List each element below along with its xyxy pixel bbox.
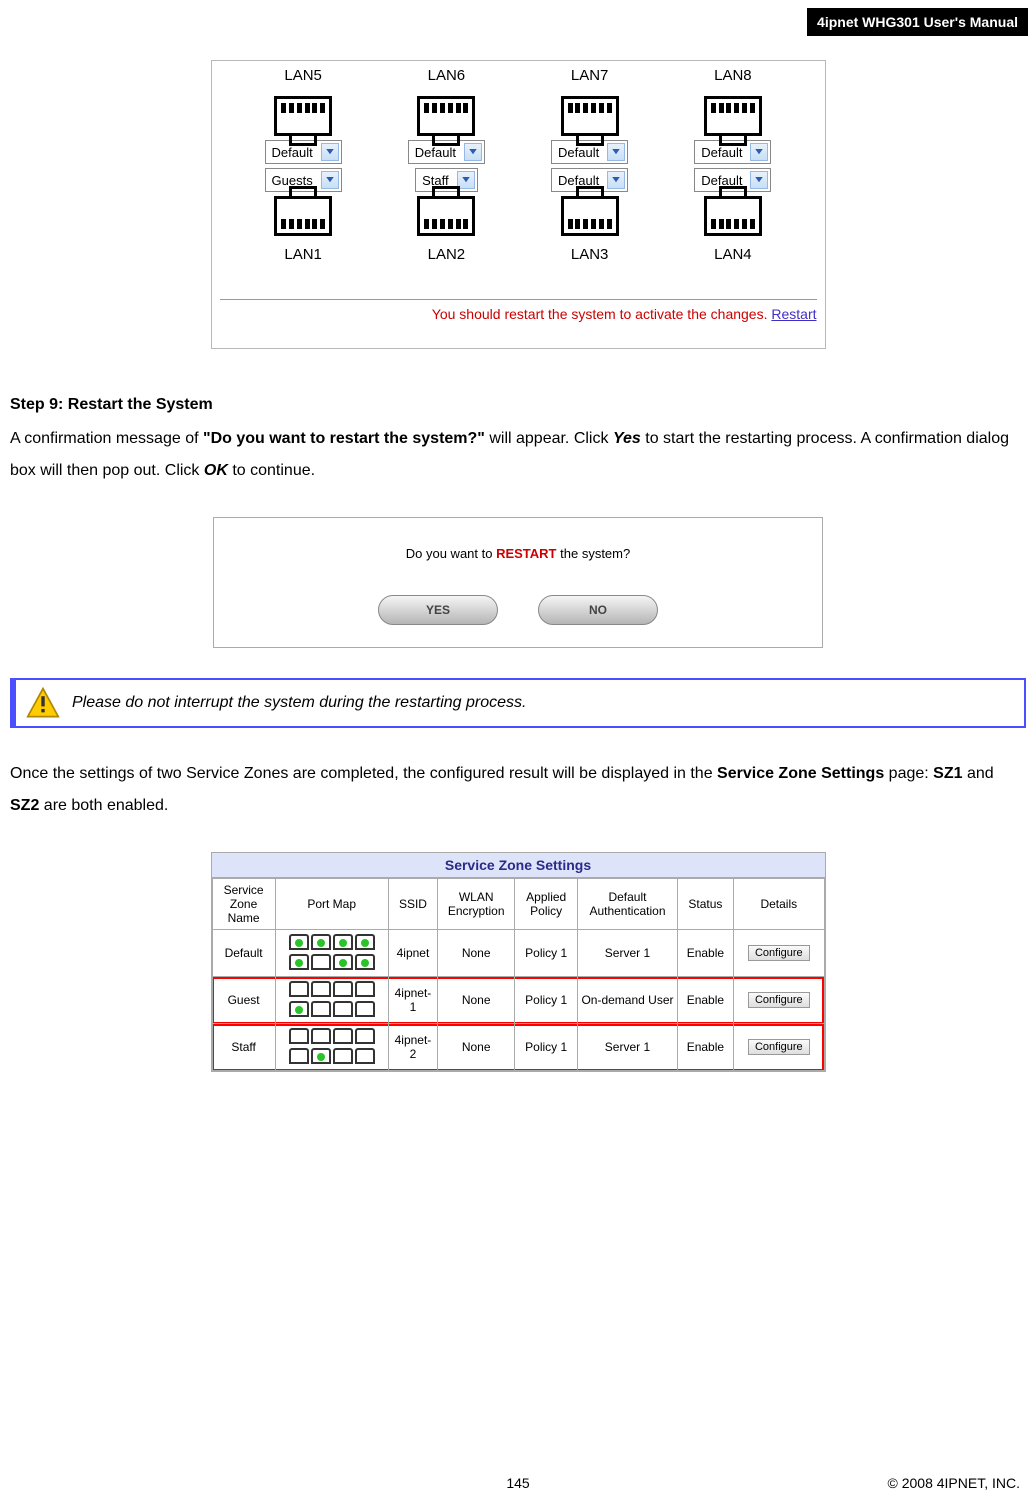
doc-header: 4ipnet WHG301 User's Manual (807, 8, 1028, 36)
lan-port-cell: Default (243, 92, 363, 164)
sz-column-header: Service Zone Name (212, 879, 275, 930)
chevron-down-icon (321, 143, 339, 161)
lan-port-select-value: Default (415, 145, 456, 160)
sz-name: Guest (212, 977, 275, 1024)
sz-details: Configure (734, 1024, 824, 1071)
sz-policy: Policy 1 (515, 977, 578, 1024)
sz-encryption: None (438, 1024, 515, 1071)
restart-notice: You should restart the system to activat… (220, 299, 817, 328)
restart-link[interactable]: Restart (771, 306, 816, 322)
lan-port-cell: Default (673, 168, 793, 240)
chevron-down-icon (464, 143, 482, 161)
lan-port-select-value: Default (272, 145, 313, 160)
lan-port-select-value: Default (701, 145, 742, 160)
sz-column-header: Default Authentication (578, 879, 677, 930)
table-row: Guest 4ipnet-1NonePolicy 1On-demand UserE… (212, 977, 824, 1024)
warning-icon (26, 686, 60, 720)
table-row: Default 4ipnetNonePolicy 1Server 1Enable C… (212, 930, 824, 977)
chevron-down-icon (321, 171, 339, 189)
port-map-icon (279, 934, 385, 972)
rj45-port-icon (417, 196, 475, 236)
lan-label: LAN7 (540, 67, 640, 84)
sz-column-header: Details (734, 879, 824, 930)
rj45-port-icon (561, 196, 619, 236)
sz-details: Configure (734, 930, 824, 977)
sz-encryption: None (438, 977, 515, 1024)
chevron-down-icon (607, 171, 625, 189)
yes-button[interactable]: YES (378, 595, 498, 625)
lan-label: LAN5 (253, 67, 353, 84)
sz-policy: Policy 1 (515, 1024, 578, 1071)
sz-portmap (275, 930, 388, 977)
rj45-port-icon (274, 196, 332, 236)
sz-name: Default (212, 930, 275, 977)
configure-button[interactable]: Configure (748, 992, 810, 1008)
warning-box: Please do not interrupt the system durin… (10, 678, 1026, 728)
rj45-port-icon (704, 96, 762, 136)
lan-port-cell: Staff (386, 168, 506, 240)
restart-dialog-question: Do you want to RESTART the system? (214, 518, 822, 585)
sz-status: Enable (677, 930, 733, 977)
lan-label: LAN3 (540, 246, 640, 263)
lan-label: LAN2 (396, 246, 496, 263)
sz-column-header: Status (677, 879, 733, 930)
restart-message: You should restart the system to activat… (432, 306, 768, 322)
sz-portmap (275, 977, 388, 1024)
rj45-port-icon (704, 196, 762, 236)
lan-label: LAN8 (683, 67, 783, 84)
chevron-down-icon (750, 143, 768, 161)
rj45-port-icon (417, 96, 475, 136)
lan-ports-figure: LAN5 LAN6 LAN7 LAN8 Default Default Default De… (211, 60, 826, 349)
warning-text: Please do not interrupt the system durin… (72, 694, 526, 712)
sz-auth: Server 1 (578, 930, 677, 977)
chevron-down-icon (750, 171, 768, 189)
copyright: © 2008 4IPNET, INC. (888, 1475, 1020, 1491)
lan-port-cell: Default (673, 92, 793, 164)
lan-port-cell: Default (530, 92, 650, 164)
sz-status: Enable (677, 977, 733, 1024)
service-zone-figure: Service Zone Settings Service Zone NameP… (211, 852, 826, 1072)
lan-port-cell: Guests (243, 168, 363, 240)
sz-ssid: 4ipnet-1 (388, 977, 438, 1024)
sz-auth: Server 1 (578, 1024, 677, 1071)
step9-heading: Step 9: Restart the System (10, 389, 1026, 421)
sz-status: Enable (677, 1024, 733, 1071)
configure-button[interactable]: Configure (748, 945, 810, 961)
lan-label: LAN4 (683, 246, 783, 263)
sz-table: Service Zone NamePort MapSSIDWLAN Encryp… (212, 878, 825, 1071)
lan-port-select-value: Default (558, 145, 599, 160)
step9-paragraph: Step 9: Restart the System A confirmatio… (10, 389, 1026, 487)
sz-ssid: 4ipnet-2 (388, 1024, 438, 1071)
configure-button[interactable]: Configure (748, 1039, 810, 1055)
rj45-port-icon (561, 96, 619, 136)
lan-port-cell: Default (530, 168, 650, 240)
port-map-icon (279, 1028, 385, 1066)
sz-name: Staff (212, 1024, 275, 1071)
sz-title: Service Zone Settings (212, 853, 825, 878)
restart-dialog-figure: Do you want to RESTART the system? YES N… (213, 517, 823, 648)
sz-column-header: Port Map (275, 879, 388, 930)
lan-port-cell: Default (386, 92, 506, 164)
sz-auth: On-demand User (578, 977, 677, 1024)
rj45-port-icon (274, 96, 332, 136)
port-map-icon (279, 981, 385, 1019)
sz-policy: Policy 1 (515, 930, 578, 977)
sz-details: Configure (734, 977, 824, 1024)
lan-label: LAN6 (396, 67, 496, 84)
chevron-down-icon (607, 143, 625, 161)
sz-portmap (275, 1024, 388, 1071)
no-button[interactable]: NO (538, 595, 658, 625)
sz-encryption: None (438, 930, 515, 977)
sz-column-header: WLAN Encryption (438, 879, 515, 930)
page-footer: 145 © 2008 4IPNET, INC. (0, 1475, 1036, 1491)
page-number: 145 (506, 1475, 529, 1491)
lan-label: LAN1 (253, 246, 353, 263)
sz-column-header: Applied Policy (515, 879, 578, 930)
sz-ssid: 4ipnet (388, 930, 438, 977)
sz-column-header: SSID (388, 879, 438, 930)
after-paragraph: Once the settings of two Service Zones a… (10, 758, 1026, 822)
table-row: Staff 4ipnet-2NonePolicy 1Server 1Enable C… (212, 1024, 824, 1071)
